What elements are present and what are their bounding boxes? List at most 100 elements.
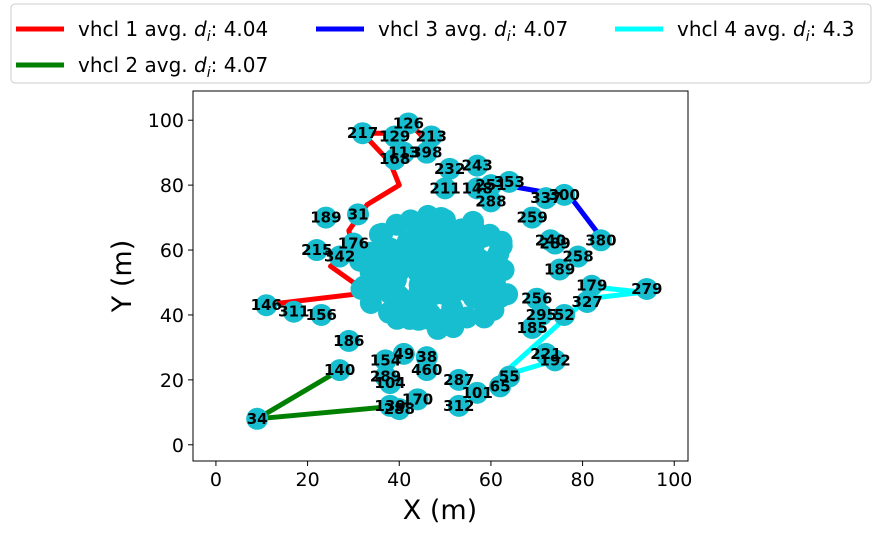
node-marker [447,394,470,417]
node-label: 288 [475,192,506,210]
node-label: 38 [416,348,437,366]
node-label: 129 [379,127,410,145]
node-marker [455,306,478,329]
node-label: 289 [370,368,401,386]
node-marker [487,243,510,266]
node-label: 126 [393,114,424,132]
node-marker [397,112,420,135]
node-marker [347,203,369,226]
node-label: 221 [530,345,561,363]
node-label: 139 [374,397,405,415]
node-marker [410,283,433,306]
node-marker [314,206,337,229]
legend-entry: vhcl 2 avg. di: 4.07 [78,53,268,81]
node-marker [406,388,429,411]
node-marker [489,375,512,398]
legend: vhcl 1 avg. di: 4.04 vhcl 2 avg. di: 4.07… [10,3,872,84]
node-label: 189 [310,209,341,227]
node-marker [548,258,571,281]
node-label: 460 [411,361,442,379]
node-marker [328,359,351,382]
node-marker [383,125,406,148]
node-label: 170 [402,390,433,408]
y-axis-title: Y (m) [107,240,138,313]
node-marker [379,372,402,395]
node-marker [553,303,576,326]
node-marker [498,170,521,193]
node-label: 279 [631,280,662,298]
node-label: 49 [393,345,414,363]
legend-entry: vhcl 4 avg. di: 4.3 [677,17,855,45]
node-marker [255,294,278,317]
node-label: 295 [526,306,557,324]
node-label: 353 [494,173,525,191]
node-label: 300 [549,186,580,204]
node-label: 168 [379,150,410,168]
node-marker [369,268,392,291]
node-marker [589,229,612,252]
x-tick-label: 0 [210,469,222,491]
node-label: 65 [490,377,511,395]
node-label: 31 [348,205,369,223]
node-label: 311 [278,303,309,321]
node-marker [342,232,365,255]
node-label: 213 [416,127,447,145]
node-label: 380 [585,231,616,249]
y-tick-label: 80 [160,175,184,197]
node-marker [576,290,599,313]
node-marker [403,255,426,278]
node-marker [544,349,567,372]
node-label: 327 [572,293,603,311]
legend-frame [10,3,872,84]
node-label: 337 [530,189,561,207]
node-marker [434,177,457,200]
node-marker [378,301,401,324]
node-label: 146 [251,296,282,314]
node-label: 215 [301,241,332,259]
node-label: 232 [434,160,465,178]
node-marker [449,250,472,273]
y-tick-label: 40 [160,305,184,327]
node-label: 52 [554,306,575,324]
node-marker [525,287,548,310]
y-tick-label: 20 [160,370,184,392]
nodes [246,112,658,430]
node-marker [539,229,562,252]
y-tick-label: 100 [148,110,184,132]
x-tick-label: 20 [295,469,319,491]
x-axis-title: X (m) [403,495,477,526]
node-marker [246,407,269,430]
y-axis: 0 20 40 60 80 100 [148,110,193,457]
node-label: 398 [411,144,442,162]
node-marker [282,300,305,323]
node-marker [479,174,502,197]
legend-entry: vhcl 1 avg. di: 4.04 [78,17,268,45]
node-label: 288 [384,400,415,418]
node-marker [450,218,473,241]
x-tick-label: 100 [656,469,692,491]
node-label: 186 [333,332,364,350]
node-marker [387,284,410,307]
node-label: 104 [374,374,405,392]
node-marker [351,122,374,145]
legend-entry: vhcl 3 avg. di: 4.07 [378,17,568,45]
node-label: 148 [462,179,493,197]
node-marker [371,222,394,245]
node-label: 259 [517,209,548,227]
node-label: 101 [462,384,493,402]
node-marker [392,342,415,365]
node-label: 258 [562,248,593,266]
x-tick-label: 60 [479,469,503,491]
node-marker [402,232,425,255]
node-label: 217 [347,124,378,142]
node-marker [310,303,333,326]
node-marker [328,245,351,268]
node-label: 287 [443,371,474,389]
node-marker [553,183,576,206]
node-marker [388,398,411,421]
node-label: 154 [370,351,401,369]
node-marker [438,157,461,180]
node-label: 185 [517,319,548,337]
x-tick-label: 80 [570,469,594,491]
